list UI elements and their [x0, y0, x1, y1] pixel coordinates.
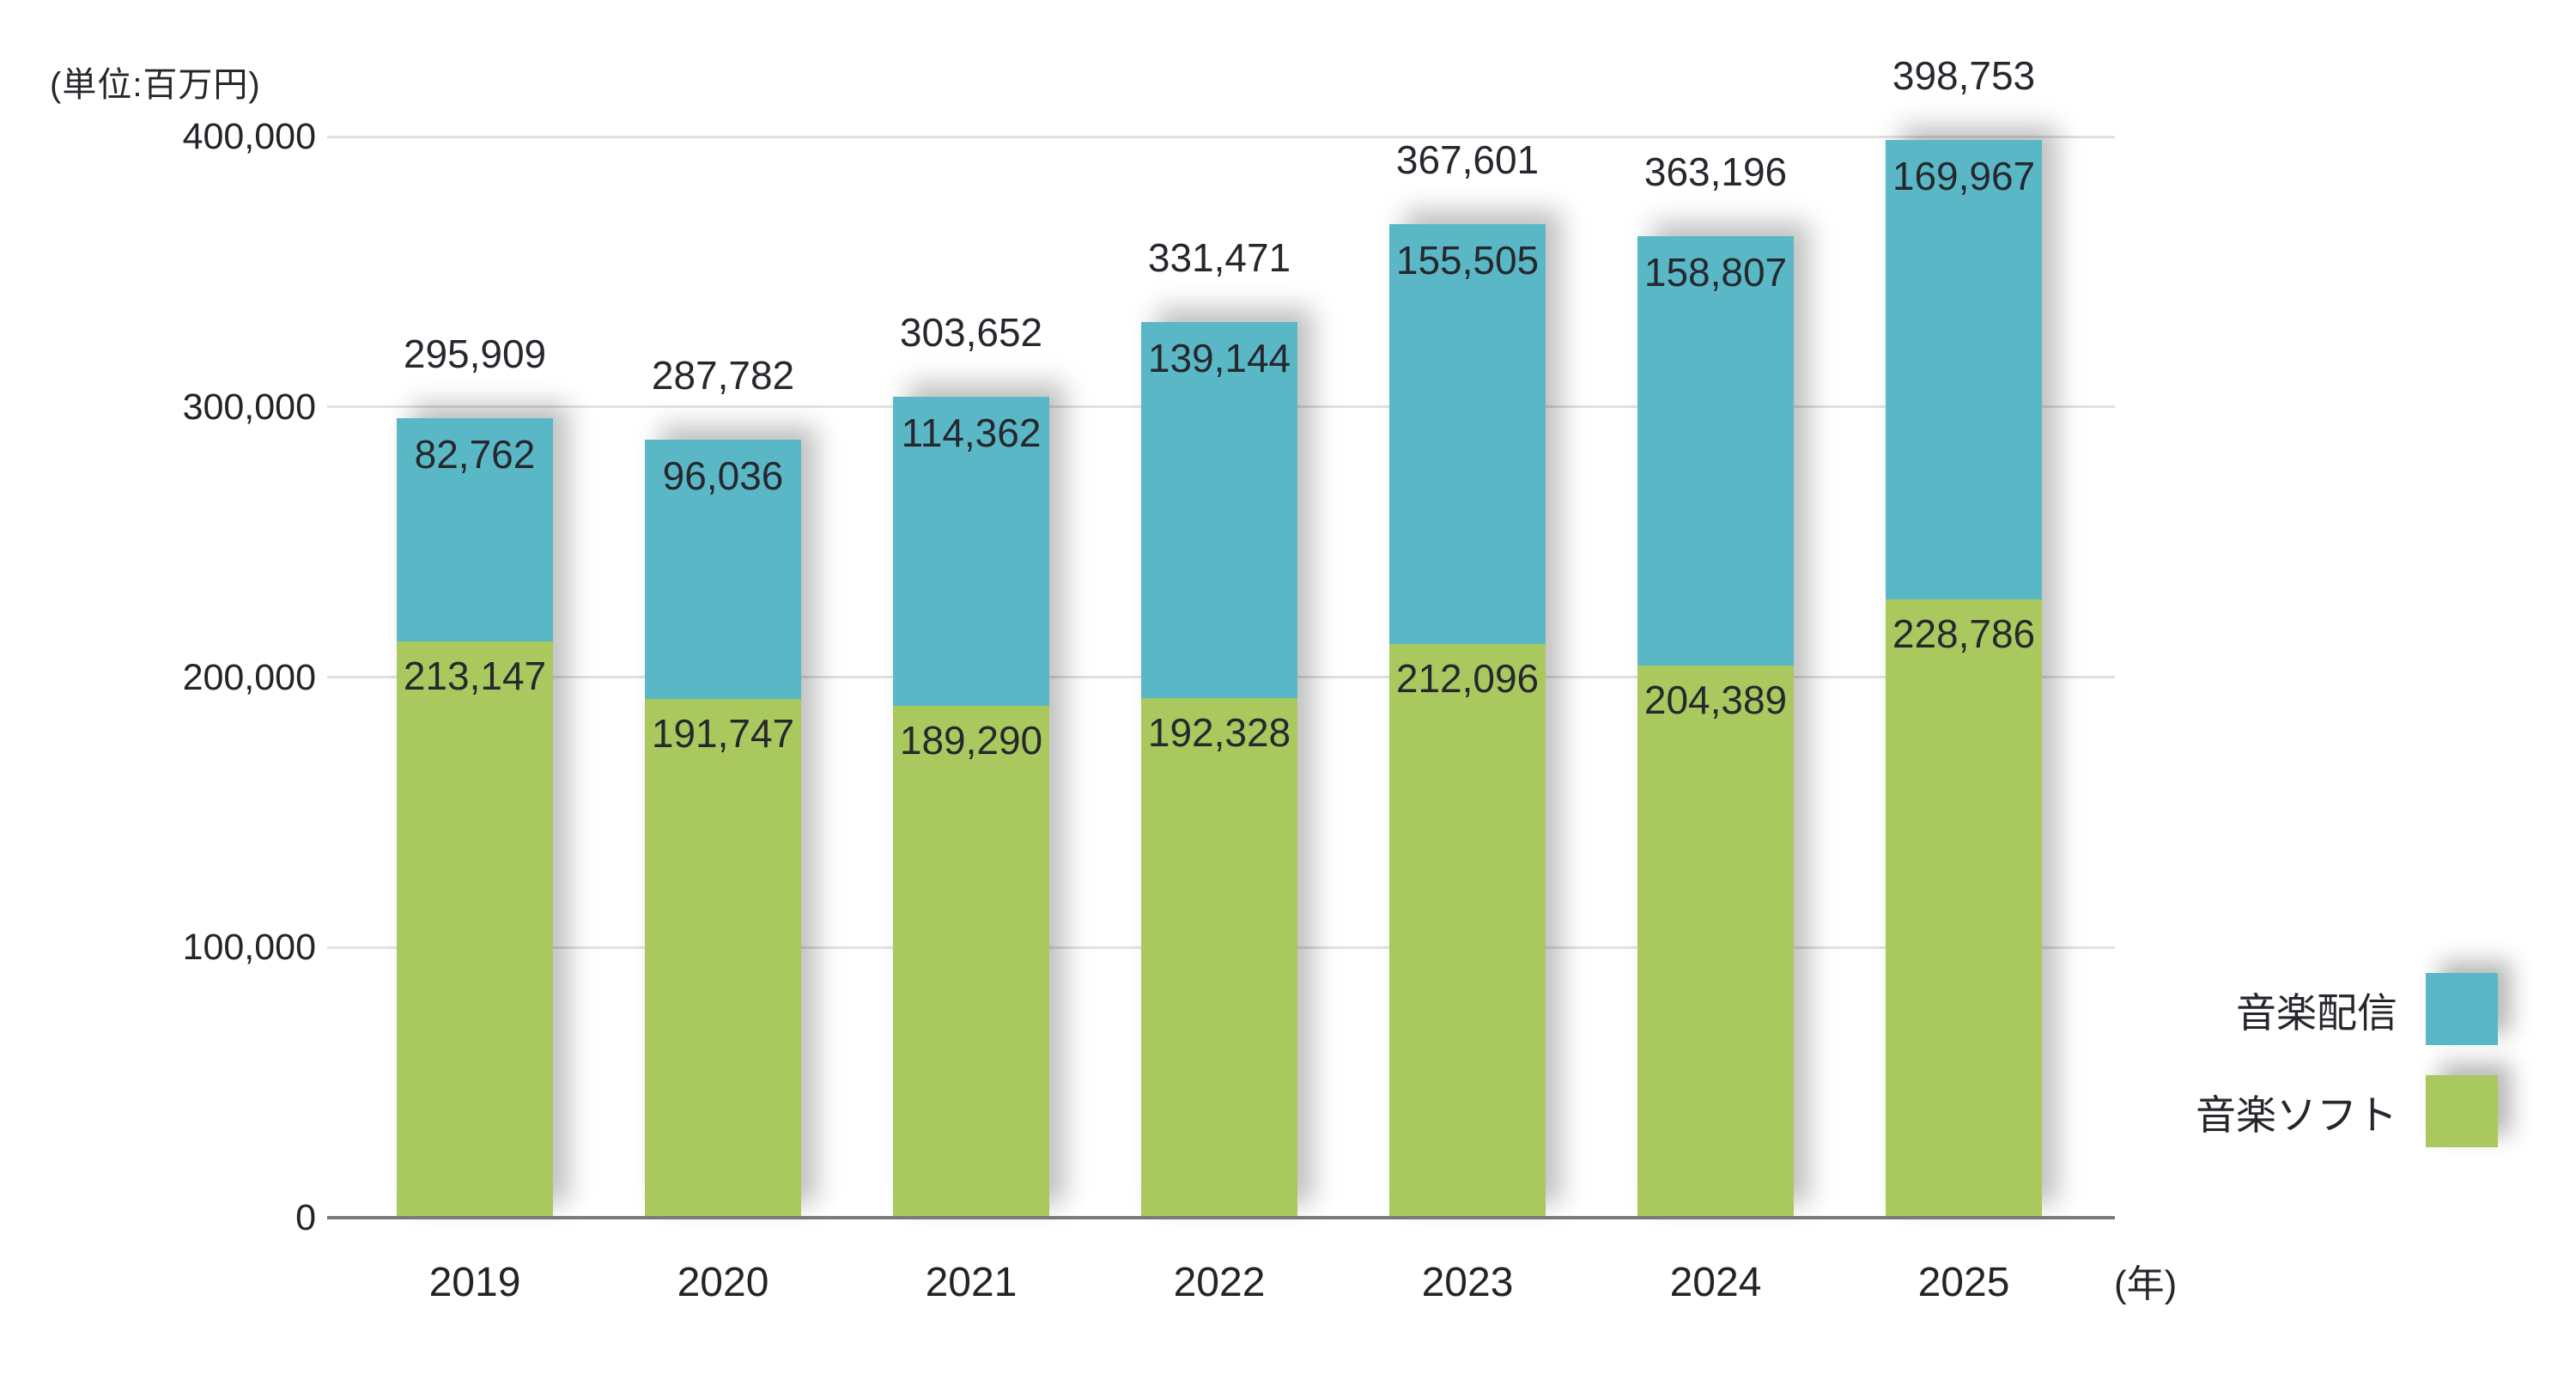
bar-2024-segment-music-software	[1637, 665, 1794, 1218]
bar-2025-music-streaming-value: 169,967	[1892, 153, 2036, 198]
bar-2025-segment-music-streaming	[1886, 139, 2042, 599]
bar-2022-music-software-value: 192,328	[1147, 709, 1291, 755]
legend-label-music-software: 音楽ソフト	[2196, 1091, 2397, 1138]
y-axis-tick-label: 300,000	[182, 386, 316, 428]
bar-2023-segment-music-software	[1389, 644, 1546, 1218]
bar-2022-music-streaming-value: 139,144	[1147, 335, 1291, 380]
bar-2025-segment-music-software	[1886, 599, 2042, 1218]
bar-2023-music-software-value: 212,096	[1395, 656, 1540, 702]
x-axis-label-2022: 2022	[1173, 1260, 1266, 1305]
bar-2022-segment-music-software	[1141, 697, 1297, 1218]
legend-label-music-streaming: 音楽配信	[2236, 989, 2397, 1036]
bar-2023-total-label: 367,601	[1395, 137, 1540, 182]
bar-2020-music-streaming-value: 96,036	[662, 453, 784, 499]
bar-2024-music-streaming-value: 158,807	[1643, 249, 1788, 295]
legend-swatch-music-software	[2426, 1075, 2498, 1147]
bar-2024-segment-music-streaming	[1637, 235, 1794, 666]
bar-2019-segment-music-streaming	[397, 417, 553, 642]
bar-2025-music-software-value: 228,786	[1892, 611, 2036, 656]
bar-2019-music-software-value: 213,147	[403, 654, 547, 699]
y-axis-unit-label: (単位:百万円)	[50, 66, 261, 104]
y-axis-tick-label: 100,000	[182, 927, 316, 969]
bar-2025	[1886, 139, 2042, 1218]
legend-item-music-software: 音楽ソフト	[2140, 1075, 2498, 1147]
bar-2019	[397, 417, 553, 1218]
x-axis-label-2025: 2025	[1917, 1260, 2010, 1305]
bar-2021-music-streaming-value: 114,362	[901, 410, 1042, 456]
bar-2024-music-software-value: 204,389	[1643, 677, 1788, 722]
y-axis-tick-label: 200,000	[182, 656, 316, 698]
bar-2022-segment-music-streaming	[1141, 321, 1297, 698]
bar-2021-segment-music-streaming	[893, 397, 1049, 707]
bar-2019-total-label: 295,909	[403, 331, 547, 376]
bar-2020	[645, 440, 801, 1218]
bar-2021-segment-music-software	[893, 706, 1049, 1218]
bar-2019-music-streaming-value: 82,762	[414, 431, 536, 477]
bar-2022-total-label: 331,471	[1147, 234, 1291, 280]
bar-2024	[1637, 235, 1794, 1218]
bar-2020-music-software-value: 191,747	[651, 711, 795, 757]
bar-2025-total-label: 398,753	[1892, 52, 2036, 98]
bar-2023	[1389, 223, 1546, 1218]
x-axis-line	[327, 1216, 2115, 1219]
x-axis-unit-label: (年)	[2114, 1263, 2178, 1305]
x-axis-label-2021: 2021	[925, 1260, 1018, 1305]
x-axis-label-2023: 2023	[1421, 1260, 1514, 1305]
bar-2020-total-label: 287,782	[651, 353, 795, 398]
y-axis-tick-label: 0	[295, 1197, 316, 1238]
y-gridline-400,000	[327, 135, 2115, 138]
bar-2020-segment-music-software	[645, 699, 801, 1218]
bar-2021	[893, 397, 1049, 1218]
legend-item-music-streaming: 音楽配信	[2140, 973, 2498, 1045]
y-axis-tick-label: 400,000	[182, 116, 316, 157]
x-axis-label-2024: 2024	[1669, 1260, 1762, 1305]
x-axis-label-2019: 2019	[428, 1260, 521, 1305]
bar-2023-segment-music-streaming	[1389, 223, 1546, 645]
bar-2024-total-label: 363,196	[1643, 149, 1788, 194]
bar-2023-music-streaming-value: 155,505	[1395, 237, 1540, 283]
bar-2022	[1141, 321, 1297, 1218]
legend-swatch-music-streaming	[2426, 973, 2498, 1045]
bar-2021-music-software-value: 189,290	[899, 718, 1043, 763]
bar-2019-segment-music-software	[397, 641, 553, 1218]
bar-2021-total-label: 303,652	[899, 310, 1043, 356]
x-axis-label-2020: 2020	[677, 1260, 769, 1305]
bar-2020-segment-music-streaming	[645, 440, 801, 700]
